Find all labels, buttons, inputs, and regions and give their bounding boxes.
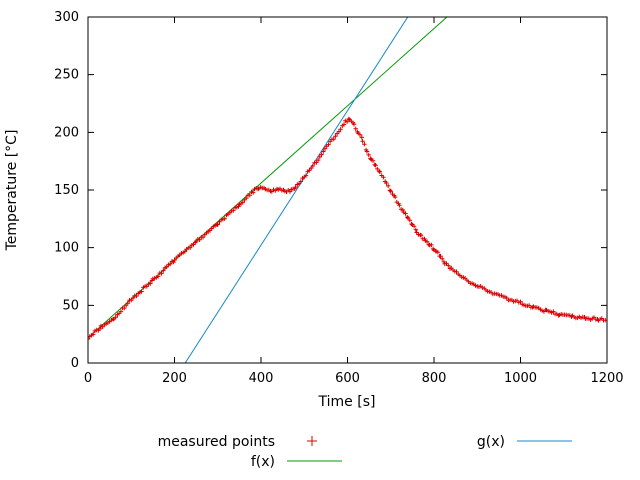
legend-marker-plus-icon [307,436,317,446]
plot-area: 0 200 400 600 800 1000 1200 0 50 100 150 200 250 300 [54,10,623,386]
legend-label-g: g(x) [477,434,505,450]
chart-legend: measured points g(x) f(x) [158,434,572,470]
x-tick-label: 1200 [590,371,623,386]
series-line-gx [184,17,409,363]
y-tick-label: 0 [71,356,79,371]
series-measured-points [88,116,607,342]
legend-label-measured-points: measured points [158,434,275,450]
x-tick-label: 800 [422,371,447,386]
x-tick-label: 400 [249,371,274,386]
y-tick-label: 100 [54,241,79,256]
plot-border [87,16,608,364]
x-tick-label: 200 [162,371,187,386]
y-tick-label: 300 [54,10,79,25]
x-tick-label: 600 [335,371,360,386]
y-tick-label: 250 [54,68,79,83]
x-axis-label: Time [s] [318,394,376,410]
y-tick-label: 200 [54,125,79,140]
x-tick-label: 1000 [504,371,537,386]
legend-label-f: f(x) [251,454,275,470]
y-tick-label: 50 [62,298,79,313]
y-tick-label: 150 [54,183,79,198]
x-tick-label: 0 [84,371,92,386]
y-axis-label: Temperature [°C] [4,130,20,252]
